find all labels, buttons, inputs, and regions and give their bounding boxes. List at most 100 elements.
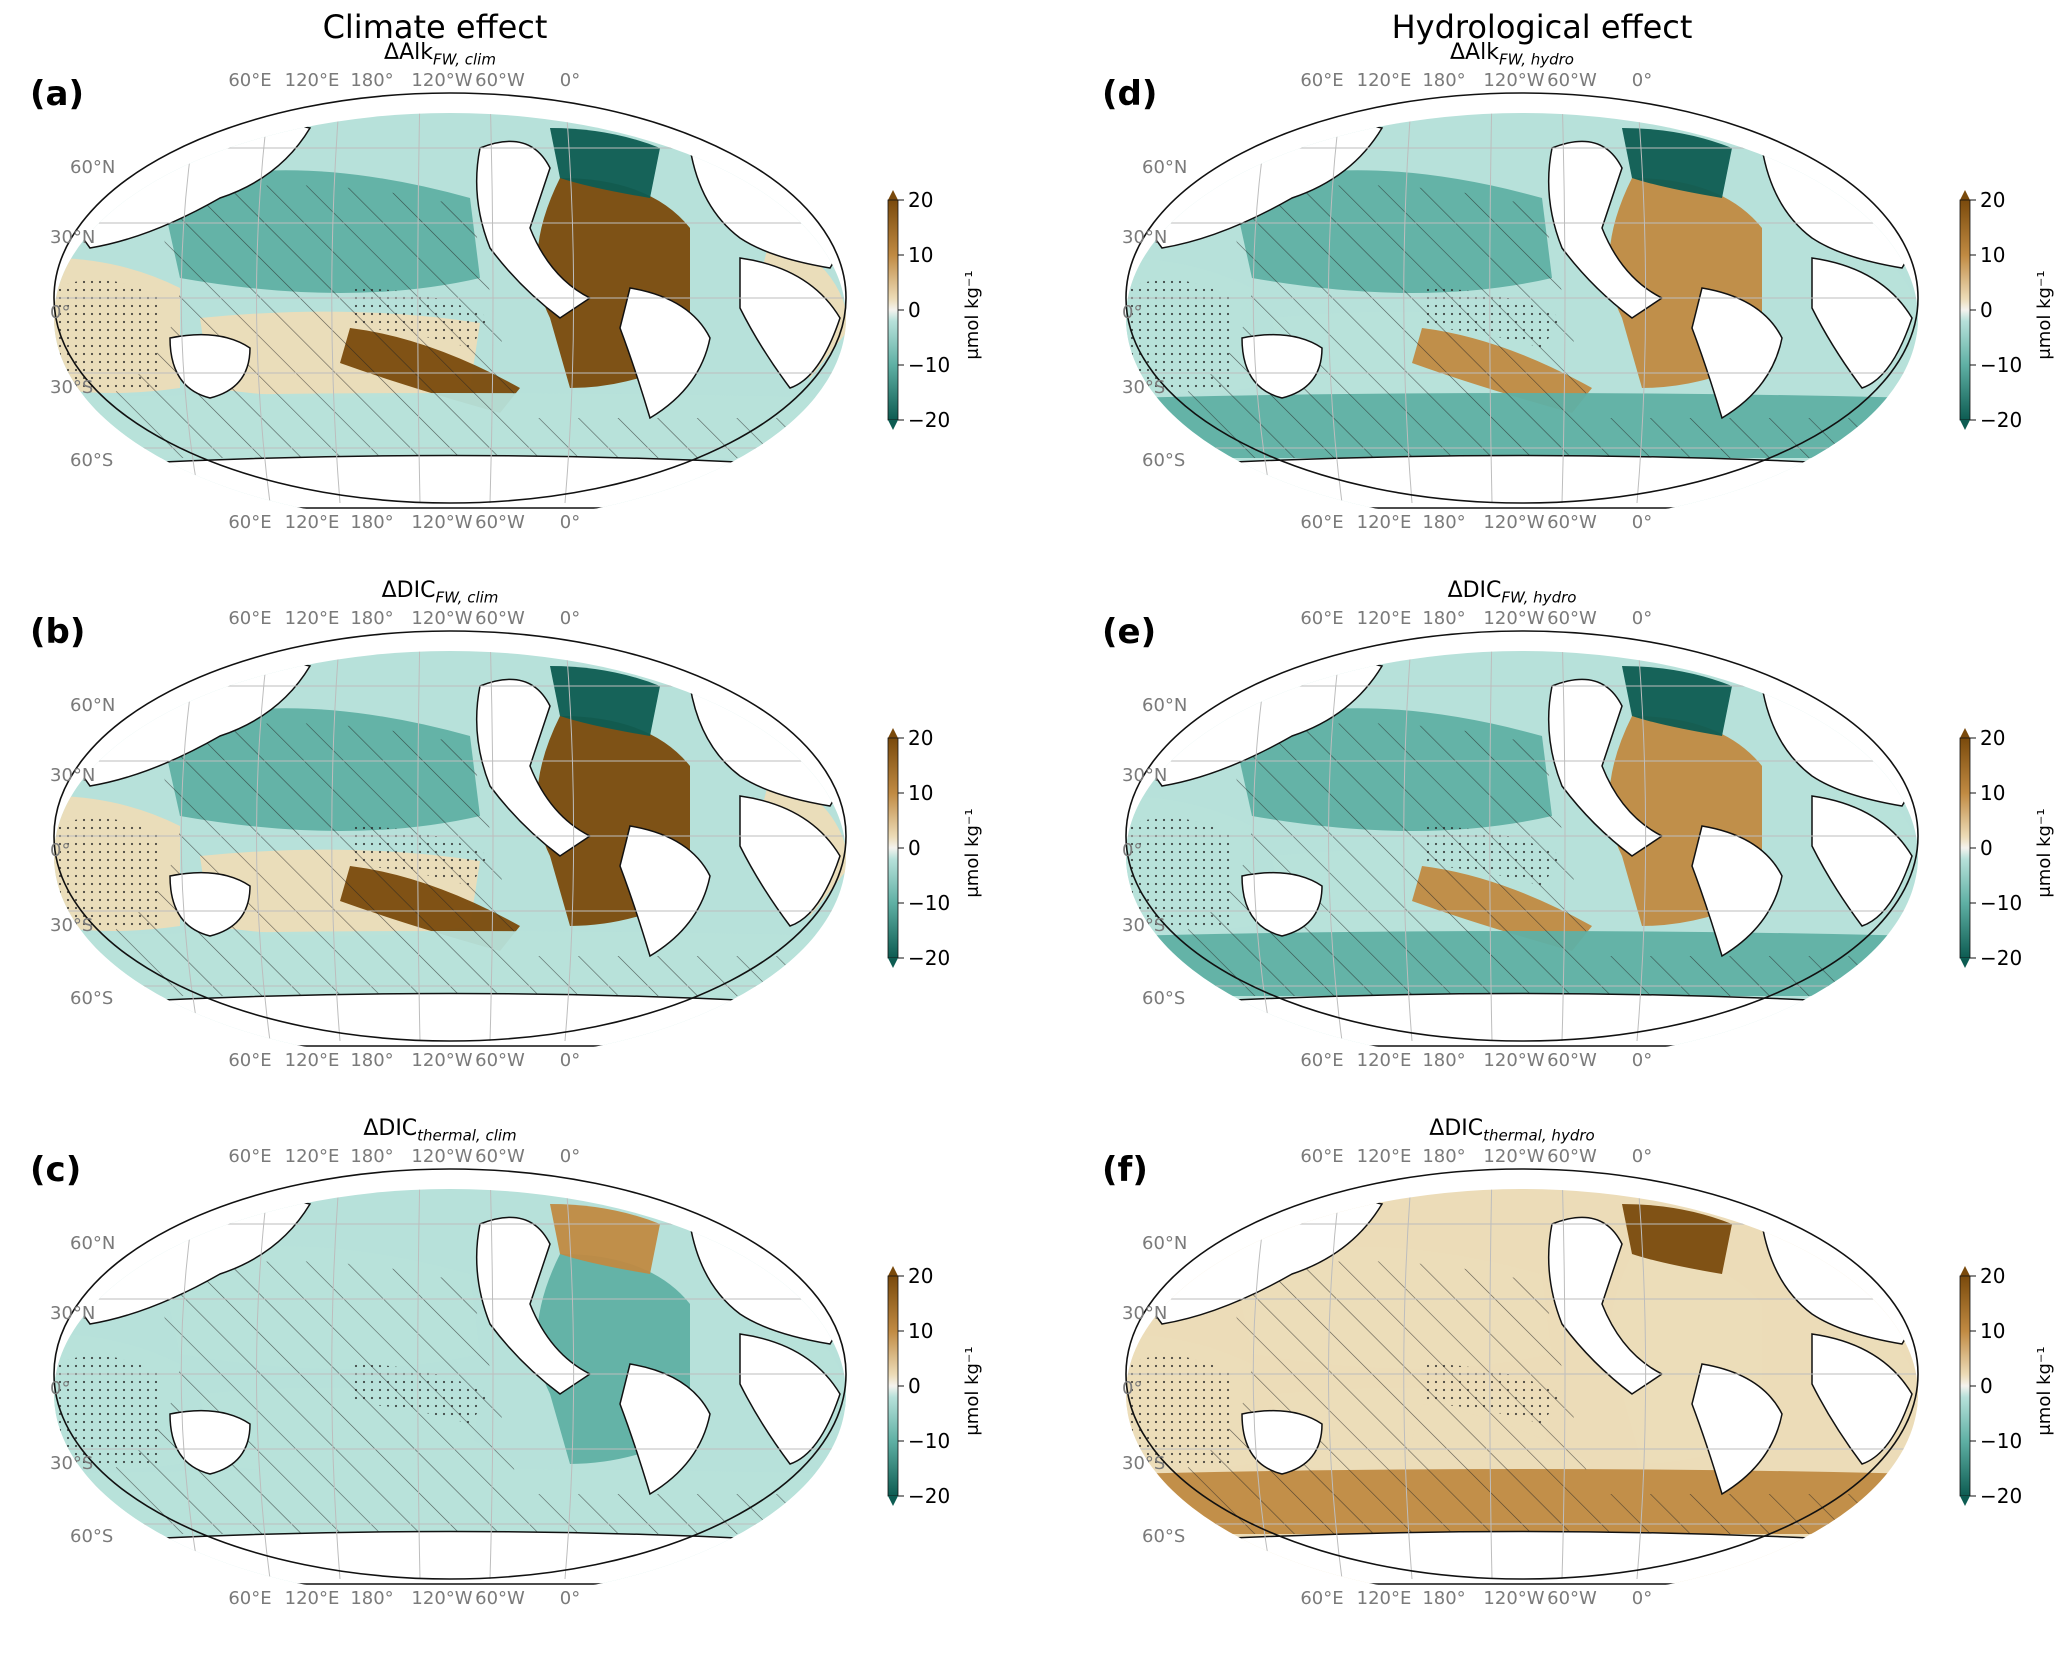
lon-label-bottom: 0° [560,1050,580,1071]
north-atlantic-region [1622,128,1732,198]
colorbar-tick-label: −20 [1980,1484,2022,1508]
lon-label-top: 120°E [1357,608,1412,629]
lon-label-top: 60°E [228,608,271,629]
map-panel-d: (d) ΔAlkFW, hydro 60°E 60°E 120°E 120°E 180° 18… [1072,40,2067,580]
lat-label: 60°N [1142,695,1187,716]
lat-label: 30°N [1122,227,1167,248]
south-america-land [619,825,711,958]
colorbar-tick-label: 10 [908,1319,933,1343]
lon-label-bottom: 60°E [228,1588,271,1609]
antarctica-land [54,454,846,509]
lon-label-top: 120°E [1357,1146,1412,1167]
lon-label-top: 60°E [228,1146,271,1167]
north-america-land [1547,1216,1664,1395]
colorbar-tick-label: −20 [1980,408,2022,432]
map-panel-b: (b) ΔDICFW, clim 60°E 60°E 120°E 120°E 180° 180… [0,578,1030,1118]
lat-label: 30°S [50,377,93,398]
world-map: 60°E60°E120°E120°E180°180°120°W120°W60°W… [50,1146,847,1609]
map-panel-a: (a) ΔAlkFW, clim 60°E 60°E 120°E 120°E 180° 180… [0,40,1030,580]
lat-label: 0° [50,840,70,861]
africa-south-land [1811,1333,1913,1465]
north-atlantic-region [1622,1204,1732,1274]
lat-label: 30°S [1122,915,1165,936]
lat-label: 30°N [50,227,95,248]
lon-label-top: 60°E [1300,608,1343,629]
lon-label-bottom: 120°W [411,1588,472,1609]
lat-label: 30°N [1122,765,1167,786]
column-title-climate: Climate effect [322,8,548,46]
map-panel-f: (f) ΔDICthermal, hydro 60°E 60°E 120°E 120°E 1… [1072,1116,2067,1656]
panel-title: ΔAlkFW, hydro [1450,40,1574,69]
lon-label-top: 120°W [411,70,472,91]
lon-label-top: 180° [1422,608,1465,629]
colorbar: 20 10 0 −10 −20 μmol kg⁻¹ [1959,1266,2055,1508]
south-america-land [1691,825,1783,958]
lat-label: 30°N [1122,1303,1167,1324]
lon-label-bottom: 0° [560,512,580,533]
column-title-hydrological: Hydrological effect [1391,8,1693,46]
lon-label-top: 60°E [228,70,271,91]
map-panel-c: (c) ΔDICthermal, clim 60°E 60°E 120°E 120°E 18… [0,1116,1030,1656]
colorbar-tick-label: 10 [908,243,933,267]
colorbar-tick-label: 10 [1980,1319,2005,1343]
africa-south-land [1811,795,1913,927]
lon-label-bottom: 120°W [1483,512,1544,533]
colorbar: 20 10 0 −10 −20 μmol kg⁻¹ [1959,190,2055,432]
antarctica-land [54,1530,846,1585]
lon-label-bottom: 60°E [1300,1050,1343,1071]
colorbar: 20 10 0 −10 −20 μmol kg⁻¹ [887,1266,983,1508]
lat-label: 30°S [1122,377,1165,398]
lat-label: 30°S [1122,1453,1165,1474]
north-atlantic-region [550,1204,660,1274]
lon-label-top: 60°W [1547,70,1597,91]
panel-letter: (d) [1102,74,1158,114]
lon-label-bottom: 120°W [1483,1050,1544,1071]
panel-letter: (a) [30,74,85,114]
antarctica-land [54,992,846,1047]
panel-letter: (b) [30,612,86,652]
lon-label-bottom: 60°W [1547,1050,1597,1071]
colorbar-tick-label: 20 [1980,1266,2005,1288]
lon-label-top: 60°E [1300,70,1343,91]
south-america-land [619,287,711,420]
lat-label: 60°S [70,1526,113,1547]
colorbar-unit-label: μmol kg⁻¹ [962,1346,983,1435]
south-america-land [619,1363,711,1496]
world-map: 60°E60°E120°E120°E180°180°120°W120°W60°W… [50,608,847,1071]
lon-label-bottom: 0° [560,1588,580,1609]
south-america-land [1691,287,1783,420]
colorbar-tick-label: −10 [1980,353,2022,377]
colorbar-tick-label: −10 [1980,1429,2022,1453]
lon-label-top: 60°W [1547,1146,1597,1167]
colorbar-tick-label: −20 [908,1484,950,1508]
lon-label-bottom: 120°W [1483,1588,1544,1609]
lon-label-bottom: 120°E [1357,1050,1412,1071]
australia-land [1241,333,1323,399]
lon-label-top: 0° [560,608,580,629]
panel-letter: (e) [1102,612,1157,652]
panel-title: ΔAlkFW, clim [384,40,496,69]
lon-label-bottom: 60°E [228,1050,271,1071]
lon-label-top: 0° [1632,70,1652,91]
colorbar-unit-label: μmol kg⁻¹ [2034,1346,2055,1435]
lon-label-bottom: 180° [1422,1588,1465,1609]
lon-label-top: 120°W [1483,70,1544,91]
lon-label-bottom: 120°E [285,1588,340,1609]
colorbar-unit-label: μmol kg⁻¹ [2034,270,2055,359]
lon-label-top: 0° [560,70,580,91]
colorbar: 20 10 0 −10 −20 μmol kg⁻¹ [1959,728,2055,970]
lon-label-top: 180° [350,608,393,629]
lon-label-top: 120°W [1483,608,1544,629]
colorbar: 20 10 0 −10 −20 μmol kg⁻¹ [887,190,983,432]
lat-label: 60°S [1142,988,1185,1009]
colorbar-tick-label: 0 [1980,836,1993,860]
lon-label-top: 60°W [1547,608,1597,629]
lat-label: 0° [1122,1378,1142,1399]
lon-label-bottom: 60°W [1547,1588,1597,1609]
world-map: 60°E60°E120°E120°E180°180°120°W120°W60°W… [50,70,847,533]
africa-south-land [1811,257,1913,389]
colorbar-tick-label: −10 [1980,891,2022,915]
lon-label-top: 0° [1632,1146,1652,1167]
lon-label-top: 0° [560,1146,580,1167]
colorbar-tick-label: 0 [908,836,921,860]
